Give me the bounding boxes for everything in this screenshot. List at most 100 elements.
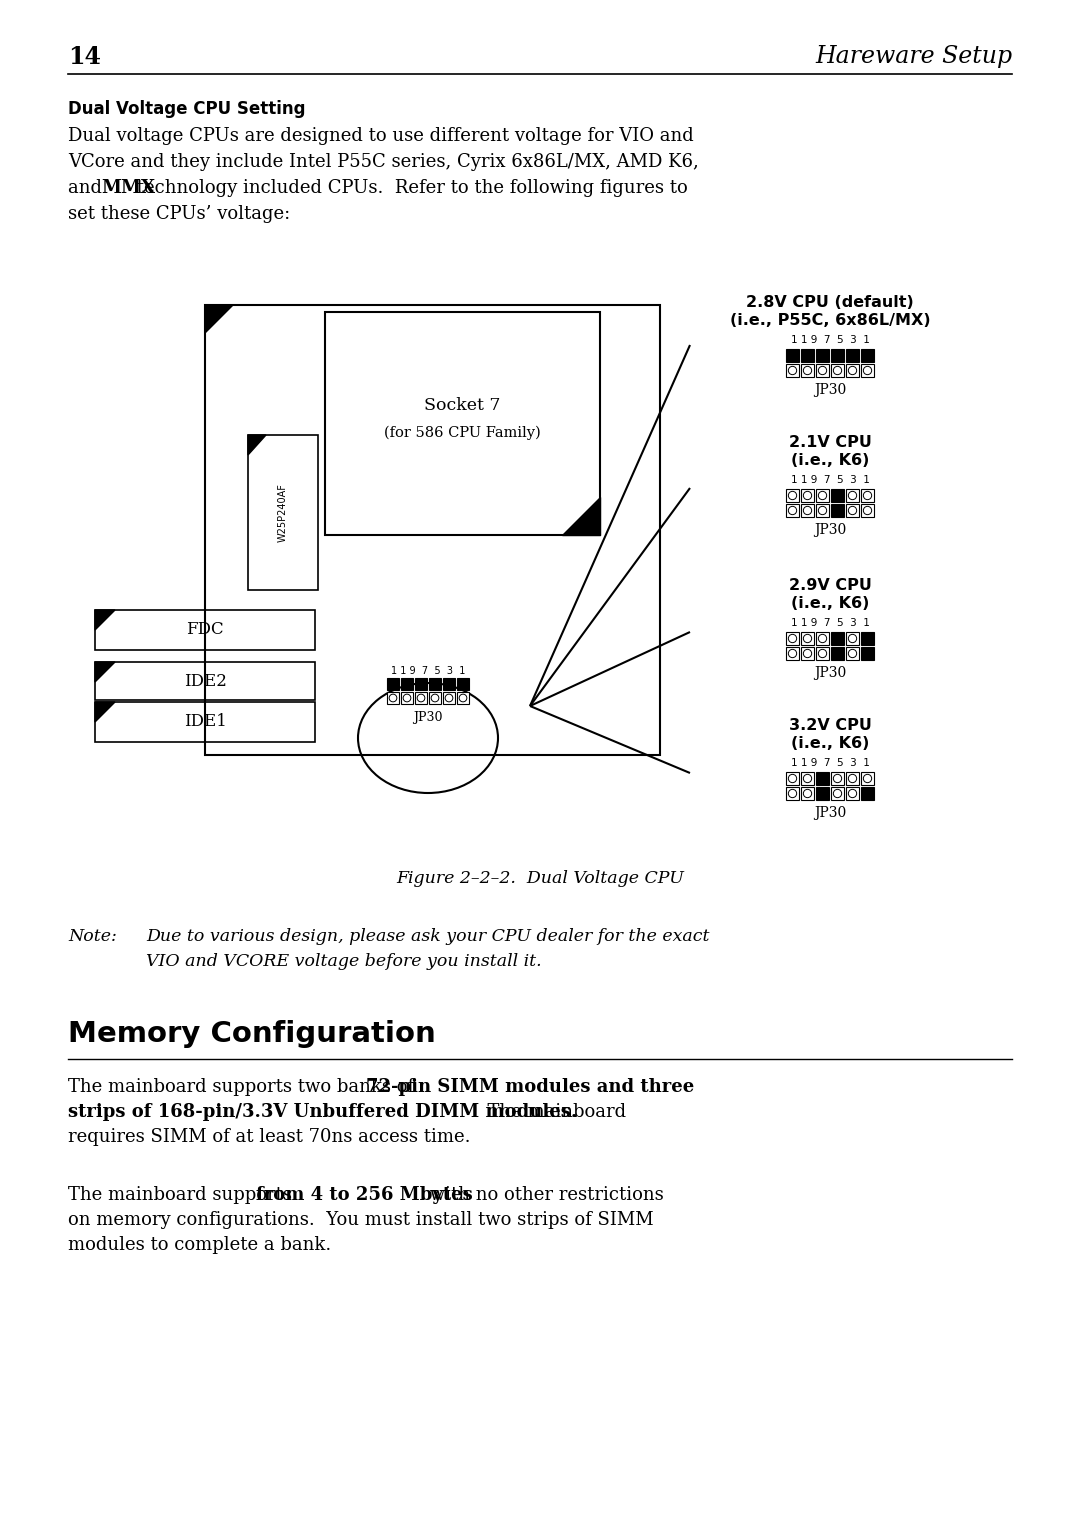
Bar	[846, 787, 859, 800]
Circle shape	[788, 491, 797, 500]
Circle shape	[849, 774, 856, 783]
Circle shape	[417, 694, 424, 702]
Polygon shape	[95, 662, 114, 682]
Bar	[846, 505, 859, 517]
Text: Note:: Note:	[68, 928, 117, 945]
Circle shape	[849, 650, 856, 657]
Bar	[801, 349, 814, 362]
Text: Figure 2–2–2.  Dual Voltage CPU: Figure 2–2–2. Dual Voltage CPU	[396, 870, 684, 887]
Circle shape	[804, 789, 812, 798]
Circle shape	[819, 367, 826, 375]
Bar	[786, 772, 799, 784]
Polygon shape	[562, 497, 600, 535]
Bar	[861, 489, 874, 502]
Text: (for 586 CPU Family): (for 586 CPU Family)	[384, 425, 541, 440]
Bar	[861, 631, 874, 645]
Circle shape	[804, 774, 812, 783]
Bar	[831, 631, 843, 645]
Bar	[831, 349, 843, 362]
Bar	[816, 505, 829, 517]
Text: from 4 to 256 Mbytes: from 4 to 256 Mbytes	[256, 1187, 473, 1203]
Text: The mainboard supports two banks of: The mainboard supports two banks of	[68, 1078, 420, 1096]
Text: set these CPUs’ voltage:: set these CPUs’ voltage:	[68, 205, 291, 223]
Text: The mainboard: The mainboard	[476, 1102, 626, 1121]
Text: (i.e., K6): (i.e., K6)	[791, 453, 869, 468]
Text: (i.e., K6): (i.e., K6)	[791, 596, 869, 612]
Polygon shape	[95, 702, 114, 722]
Bar	[801, 505, 814, 517]
Bar	[801, 647, 814, 661]
Circle shape	[834, 789, 841, 798]
Circle shape	[403, 694, 410, 702]
Text: with no other restrictions: with no other restrictions	[424, 1187, 664, 1203]
Text: IDE2: IDE2	[184, 673, 227, 690]
Bar	[846, 631, 859, 645]
Bar	[786, 787, 799, 800]
Text: IDE1: IDE1	[184, 714, 227, 731]
Text: W25P240AF: W25P240AF	[278, 483, 288, 541]
Text: JP30: JP30	[814, 382, 846, 398]
Text: 1 1 9  7  5  3  1: 1 1 9 7 5 3 1	[791, 618, 869, 628]
Text: FDC: FDC	[186, 621, 224, 639]
Circle shape	[819, 635, 826, 642]
Bar	[831, 647, 843, 661]
Bar	[816, 631, 829, 645]
Circle shape	[445, 694, 453, 702]
Bar	[401, 693, 413, 703]
Circle shape	[804, 367, 812, 375]
Circle shape	[849, 789, 856, 798]
Bar	[816, 364, 829, 378]
Bar	[786, 631, 799, 645]
Bar	[846, 364, 859, 378]
Text: Memory Configuration: Memory Configuration	[68, 1020, 435, 1047]
Circle shape	[788, 635, 797, 642]
Bar	[861, 364, 874, 378]
Circle shape	[431, 694, 438, 702]
Text: 14: 14	[68, 44, 102, 69]
Polygon shape	[95, 610, 114, 630]
Bar	[457, 693, 469, 703]
Bar	[401, 677, 413, 690]
Text: 1 1 9  7  5  3  1: 1 1 9 7 5 3 1	[791, 335, 869, 346]
Text: technology included CPUs.  Refer to the following figures to: technology included CPUs. Refer to the f…	[131, 179, 688, 197]
Text: Socket 7: Socket 7	[424, 396, 501, 413]
Circle shape	[819, 650, 826, 657]
Circle shape	[863, 367, 872, 375]
Text: (i.e., K6): (i.e., K6)	[791, 735, 869, 751]
Circle shape	[863, 491, 872, 500]
Circle shape	[788, 774, 797, 783]
Text: JP30: JP30	[814, 523, 846, 537]
Text: 72-pin SIMM modules and three: 72-pin SIMM modules and three	[366, 1078, 694, 1096]
Text: Due to various design, please ask your CPU dealer for the exact: Due to various design, please ask your C…	[146, 928, 710, 945]
Bar	[846, 349, 859, 362]
Text: modules to complete a bank.: modules to complete a bank.	[68, 1235, 332, 1254]
Bar	[861, 787, 874, 800]
Circle shape	[788, 367, 797, 375]
Bar	[816, 489, 829, 502]
Bar	[831, 364, 843, 378]
Circle shape	[804, 506, 812, 515]
Bar	[95, 610, 315, 650]
Text: 2.1V CPU: 2.1V CPU	[788, 434, 872, 450]
Text: JP30: JP30	[814, 806, 846, 820]
Bar	[415, 693, 427, 703]
Circle shape	[863, 774, 872, 783]
Bar	[387, 693, 399, 703]
Text: The mainboard supports: The mainboard supports	[68, 1187, 298, 1203]
Circle shape	[849, 635, 856, 642]
Bar	[816, 647, 829, 661]
Circle shape	[834, 774, 841, 783]
Circle shape	[834, 367, 841, 375]
Text: 3.2V CPU: 3.2V CPU	[788, 719, 872, 732]
Bar	[457, 677, 469, 690]
Bar	[429, 693, 441, 703]
Bar	[816, 349, 829, 362]
Bar	[801, 772, 814, 784]
Circle shape	[819, 506, 826, 515]
Bar	[861, 647, 874, 661]
Bar	[387, 677, 399, 690]
Bar	[816, 772, 829, 784]
Text: requires SIMM of at least 70ns access time.: requires SIMM of at least 70ns access ti…	[68, 1128, 471, 1147]
Bar	[786, 349, 799, 362]
Text: and: and	[68, 179, 108, 197]
